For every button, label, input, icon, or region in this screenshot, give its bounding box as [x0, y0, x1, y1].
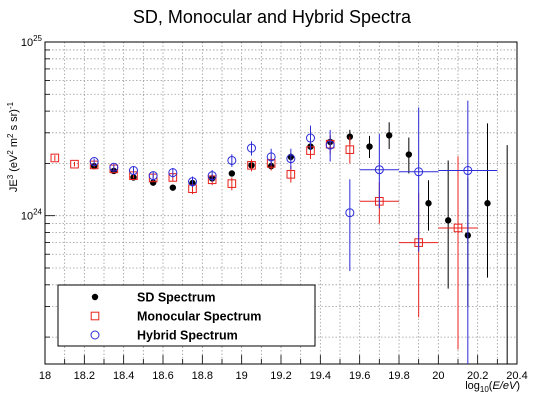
x-tick-label: 20.2	[467, 370, 488, 382]
legend-entry: Hybrid Spectrum	[90, 329, 238, 343]
x-axis-title: log10(E/eV)	[465, 380, 520, 394]
data-point	[227, 155, 237, 165]
data-point	[325, 140, 335, 150]
data-point	[109, 162, 119, 172]
y-axis-title-group: JE3 (eV2 m2 s sr)-1	[6, 101, 20, 192]
y-tick-label: 1025	[21, 34, 43, 49]
x-tick-label: 18	[39, 370, 51, 382]
chart-title: SD, Monocular and Hybrid Spectra	[133, 7, 412, 27]
y-axis: 1024 1025	[21, 34, 55, 338]
legend-marker	[90, 330, 100, 340]
data-point	[266, 152, 276, 162]
x-tick-label: 20	[432, 370, 444, 382]
data-point	[484, 200, 491, 207]
data-point	[345, 208, 355, 218]
y-tick-label: 1024	[21, 208, 43, 223]
data-point	[425, 200, 432, 207]
data-point	[188, 177, 197, 187]
legend-entry: SD Spectrum	[91, 291, 216, 305]
x-tick-label: 19.8	[388, 370, 409, 382]
data-point	[414, 167, 424, 177]
data-point	[227, 179, 237, 188]
data-point	[366, 143, 373, 150]
data-point	[89, 157, 99, 167]
legend-label: Monocular Spectrum	[137, 310, 261, 324]
data-point	[228, 170, 236, 177]
legend-box	[57, 284, 316, 347]
legend-label: SD Spectrum	[137, 291, 216, 305]
legend-marker	[90, 311, 100, 321]
x-tick-label: 18.8	[192, 370, 213, 382]
x-tick-label: 19.4	[310, 370, 331, 382]
y-axis-title: JE3 (eV2 m2 s sr)-1	[6, 101, 20, 192]
data-point	[286, 170, 296, 179]
series-hybrid-spectrum	[89, 100, 498, 364]
data-point	[149, 179, 157, 186]
data-point	[207, 171, 217, 181]
legend-entry: Monocular Spectrum	[90, 310, 261, 324]
data-point	[385, 132, 393, 139]
data-point	[453, 223, 463, 233]
data-point	[463, 166, 473, 176]
legend-marker	[91, 293, 99, 301]
data-point	[70, 159, 79, 169]
x-tick-label: 19.2	[270, 370, 291, 382]
x-tick-label: 18.4	[113, 370, 134, 382]
data-point	[306, 133, 315, 143]
data-point	[169, 184, 177, 191]
legend: SD Spectrum Monocular Spectrum Hybrid Spec…	[57, 284, 316, 347]
data-point	[444, 217, 452, 224]
legend-label: Hybrid Spectrum	[137, 329, 238, 343]
x-tick-label: 19.6	[349, 370, 370, 382]
x-axis: 18 18.2 18.4 18.6 18.8 19 19.2 19.4 19.6 19.8 20 20…	[39, 355, 528, 382]
data-point	[247, 143, 256, 153]
data-point	[50, 153, 60, 163]
data-point	[148, 171, 158, 181]
data-point	[374, 165, 384, 175]
data-point	[129, 166, 138, 176]
data-point	[345, 145, 355, 154]
data-point	[405, 151, 413, 158]
x-tick-label: 20.4	[506, 370, 527, 382]
x-tick-label: 18.6	[152, 370, 173, 382]
x-tick-label: 19	[236, 370, 248, 382]
data-point	[247, 161, 256, 170]
axis-titles: log10(E/eV) JE3 (eV2 m2 s sr)-1	[6, 101, 520, 394]
x-tick-label: 18.2	[74, 370, 95, 382]
data-point	[286, 154, 296, 164]
series-layer	[50, 100, 508, 364]
data-point	[168, 168, 178, 178]
